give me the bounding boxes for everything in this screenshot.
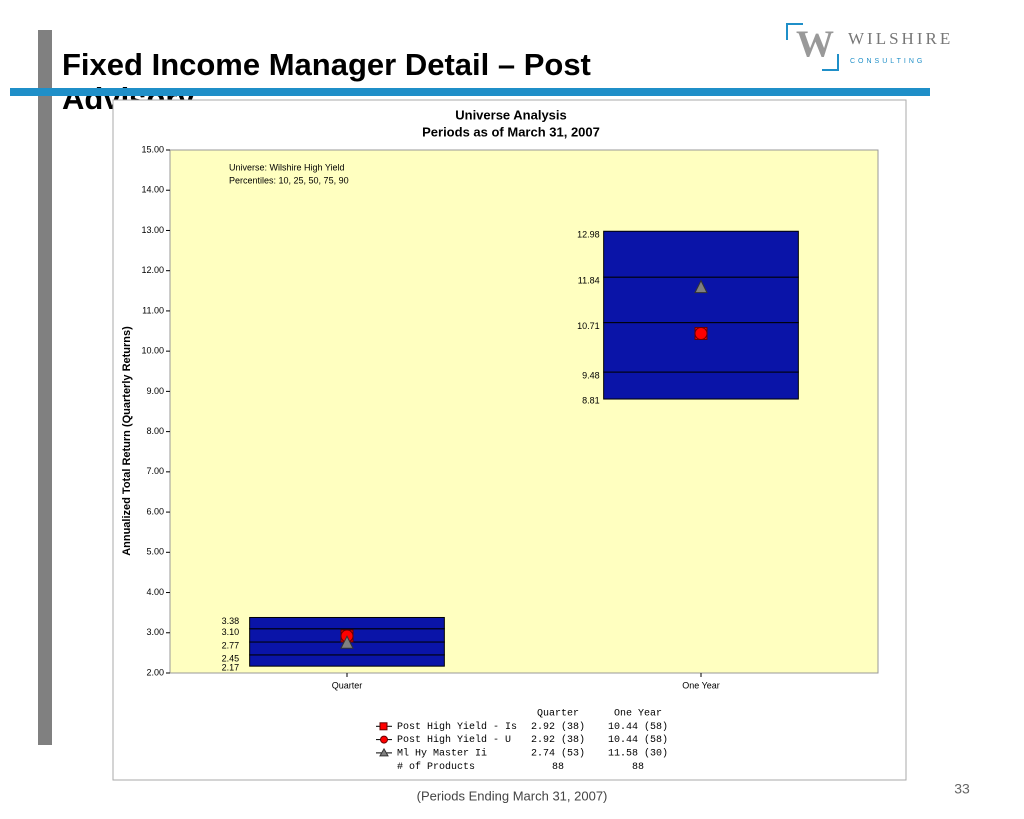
percentile-label: 2.77 — [222, 640, 240, 650]
legend-header: Quarter — [537, 709, 579, 720]
annotation: Universe: Wilshire High Yield — [229, 162, 345, 172]
y-tick-label: 13.00 — [141, 225, 164, 235]
percentile-label: 2.17 — [222, 663, 240, 673]
logo-name: WILSHIRE — [848, 29, 953, 48]
percentile-label: 2.45 — [222, 653, 240, 663]
box-segment — [249, 616, 445, 630]
legend-name: Post High Yield - Is — [397, 721, 517, 733]
percentile-label: 3.38 — [222, 616, 240, 626]
x-tick-label: Quarter — [332, 680, 363, 690]
legend-header: One Year — [614, 709, 662, 720]
legend-value: 2.92 (38) — [531, 734, 585, 746]
logo-bracket — [822, 54, 839, 71]
legend-name: # of Products — [397, 761, 475, 773]
y-tick-label: 12.00 — [141, 265, 164, 275]
y-tick-label: 11.00 — [142, 305, 164, 315]
y-tick-label: 6.00 — [146, 506, 164, 516]
percentile-label: 11.84 — [578, 276, 600, 286]
logo-sub: CONSULTING — [850, 58, 925, 65]
chart-title: Universe Analysis — [455, 107, 567, 122]
y-axis-label: Annualized Total Return (Quarterly Retur… — [121, 326, 133, 556]
legend-value: 10.44 (58) — [608, 721, 668, 733]
y-tick-label: 9.00 — [146, 386, 164, 396]
plot-area — [169, 149, 879, 674]
y-tick-label: 14.00 — [141, 185, 164, 195]
x-tick-label: One Year — [682, 680, 720, 690]
side-bar — [38, 30, 52, 745]
percentile-label: 10.71 — [577, 321, 600, 331]
footer-note: (Periods Ending March 31, 2007) — [417, 788, 608, 803]
legend-value: 88 — [632, 762, 644, 773]
legend-marker — [380, 735, 388, 744]
box-segment — [603, 230, 799, 278]
slide-title: Fixed Income Manager Detail – Post Advis… — [62, 47, 591, 116]
legend-value: 11.58 (30) — [608, 748, 668, 760]
percentile-label: 12.98 — [577, 230, 600, 240]
percentile-label: 3.10 — [222, 627, 240, 637]
y-tick-label: 8.00 — [146, 426, 164, 436]
y-tick-label: 5.00 — [146, 547, 164, 557]
logo-mark: W — [796, 24, 834, 66]
legend-marker — [379, 722, 388, 731]
marker — [694, 279, 708, 294]
legend-value: 10.44 (58) — [608, 734, 668, 746]
annotation: Percentiles: 10, 25, 50, 75, 90 — [229, 175, 349, 185]
y-tick-label: 2.00 — [146, 667, 164, 677]
legend-value: 88 — [552, 762, 564, 773]
chart-subtitle: Periods as of March 31, 2007 — [422, 124, 600, 139]
page-number: 33 — [954, 781, 970, 797]
legend-value: 2.74 (53) — [531, 748, 585, 760]
y-tick-label: 15.00 — [141, 144, 164, 154]
y-tick-label: 4.00 — [146, 587, 164, 597]
legend-name: Post High Yield - U — [397, 734, 511, 746]
header-rule — [10, 88, 930, 96]
legend-name: Ml Hy Master Ii — [397, 748, 487, 760]
y-tick-label: 3.00 — [146, 627, 164, 637]
marker — [694, 326, 708, 340]
legend-value: 2.92 (38) — [531, 721, 585, 733]
logo-bracket — [786, 23, 803, 40]
box-segment — [603, 371, 799, 400]
percentile-label: 8.81 — [582, 395, 600, 405]
legend-marker — [379, 747, 389, 757]
box-segment — [249, 654, 445, 667]
y-tick-label: 7.00 — [146, 466, 164, 476]
marker — [340, 635, 354, 649]
y-tick-label: 10.00 — [141, 346, 164, 356]
percentile-label: 9.48 — [582, 370, 600, 380]
